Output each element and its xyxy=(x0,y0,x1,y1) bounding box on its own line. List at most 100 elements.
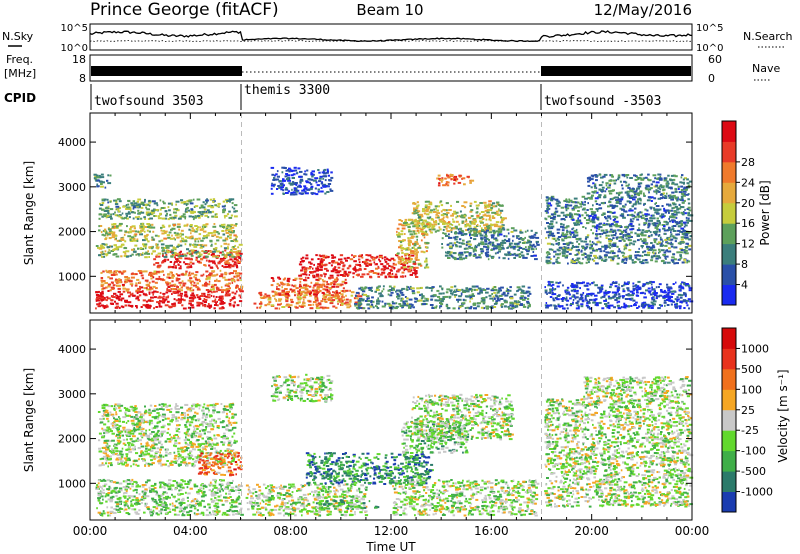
scatter-cell xyxy=(152,238,155,241)
scatter-cell xyxy=(173,283,177,286)
scatter-cell xyxy=(178,251,181,254)
scatter-cell xyxy=(305,188,308,191)
scatter-cell xyxy=(98,254,101,257)
scatter-cell xyxy=(182,213,186,216)
scatter-cell xyxy=(200,245,205,248)
scatter-cell xyxy=(455,179,458,182)
scatter-cell xyxy=(285,304,290,307)
scatter-cell xyxy=(687,244,692,247)
scatter-cell xyxy=(131,272,134,275)
scatter-cell xyxy=(322,297,327,300)
scatter-cell xyxy=(325,289,327,292)
scatter-cell xyxy=(153,307,155,310)
scatter-cell xyxy=(566,236,568,239)
scatter-cell xyxy=(453,236,457,239)
scatter-cell xyxy=(680,220,684,223)
scatter-cell xyxy=(231,231,235,234)
scatter-cell xyxy=(612,242,617,245)
scatter-cell xyxy=(104,250,107,253)
scatter-cell xyxy=(150,296,154,299)
scatter-cell xyxy=(445,222,448,225)
scatter-cell xyxy=(436,289,440,292)
scatter-cell xyxy=(579,262,582,265)
scatter-cell xyxy=(663,220,668,223)
scatter-cell xyxy=(225,283,229,286)
scatter-cell xyxy=(151,291,155,294)
scatter-cell xyxy=(596,225,599,228)
scatter-cell xyxy=(648,224,651,227)
scatter-cell xyxy=(651,214,655,217)
scatter-cell xyxy=(177,223,181,226)
scatter-cell xyxy=(424,266,426,269)
scatter-cell xyxy=(589,214,592,217)
scatter-cell xyxy=(638,192,641,195)
scatter-cell xyxy=(109,215,112,218)
scatter-cell xyxy=(179,298,184,301)
scatter-cell xyxy=(689,235,693,238)
scatter-cell xyxy=(334,261,339,264)
scatter-cell xyxy=(190,211,195,214)
scatter-cell xyxy=(178,228,180,231)
scatter-cell xyxy=(577,248,580,251)
scatter-cell xyxy=(491,211,495,214)
scatter-cell xyxy=(596,209,599,212)
scatter-cell xyxy=(604,217,608,220)
scatter-cell xyxy=(231,246,234,249)
scatter-cell xyxy=(133,234,136,237)
scatter-cell xyxy=(336,280,338,282)
scatter-cell xyxy=(474,234,478,237)
scatter-cell xyxy=(378,292,380,295)
scatter-cell xyxy=(468,245,471,248)
scatter-cell xyxy=(413,287,415,290)
scatter-cell xyxy=(647,222,651,225)
scatter-cell xyxy=(226,289,231,292)
scatter-cell xyxy=(231,279,234,282)
scatter-cell xyxy=(308,300,312,303)
scatter-cell xyxy=(221,226,226,228)
scatter-cell xyxy=(115,255,120,258)
scatter-cell xyxy=(454,231,457,233)
scatter-cell xyxy=(612,245,617,247)
scatter-cell xyxy=(322,264,327,267)
scatter-cell xyxy=(473,219,477,222)
scatter-cell xyxy=(167,218,170,221)
scatter-cell xyxy=(562,243,567,245)
scatter-cell xyxy=(458,241,461,244)
scatter-cell xyxy=(147,299,152,302)
scatter-cell xyxy=(648,191,650,194)
scatter-cell xyxy=(425,263,429,266)
scatter-cell xyxy=(425,230,428,233)
scatter-cell xyxy=(203,303,207,306)
scatter-cell xyxy=(619,233,622,235)
scatter-cell xyxy=(469,300,471,303)
scatter-cell xyxy=(476,207,479,210)
scatter-cell xyxy=(233,207,236,210)
scatter-cell xyxy=(437,205,440,208)
scatter-cell xyxy=(231,206,234,209)
scatter-cell xyxy=(179,261,182,264)
scatter-cell xyxy=(205,259,208,262)
scatter-cell xyxy=(526,253,529,256)
scatter-cell xyxy=(575,245,578,248)
scatter-cell xyxy=(603,196,606,199)
scatter-cell xyxy=(416,291,420,294)
scatter-cell xyxy=(227,293,231,296)
scatter-cell xyxy=(614,218,617,220)
scatter-cell xyxy=(624,247,628,250)
scatter-cell xyxy=(319,265,323,268)
scatter-cell xyxy=(596,191,599,194)
scatter-cell xyxy=(488,200,492,203)
scatter-cell xyxy=(207,283,211,286)
scatter-cell xyxy=(424,204,428,207)
scatter-cell xyxy=(493,245,498,248)
scatter-cell xyxy=(527,248,530,251)
scatter-cell xyxy=(291,181,295,184)
scatter-cell xyxy=(464,220,468,223)
scatter-cell xyxy=(527,239,529,242)
scatter-cell xyxy=(643,222,648,225)
scatter-cell xyxy=(415,207,419,210)
scatter-cell xyxy=(473,288,476,291)
scatter-cell xyxy=(111,234,116,237)
scatter-cell xyxy=(430,231,433,234)
scatter-cell xyxy=(171,287,174,290)
